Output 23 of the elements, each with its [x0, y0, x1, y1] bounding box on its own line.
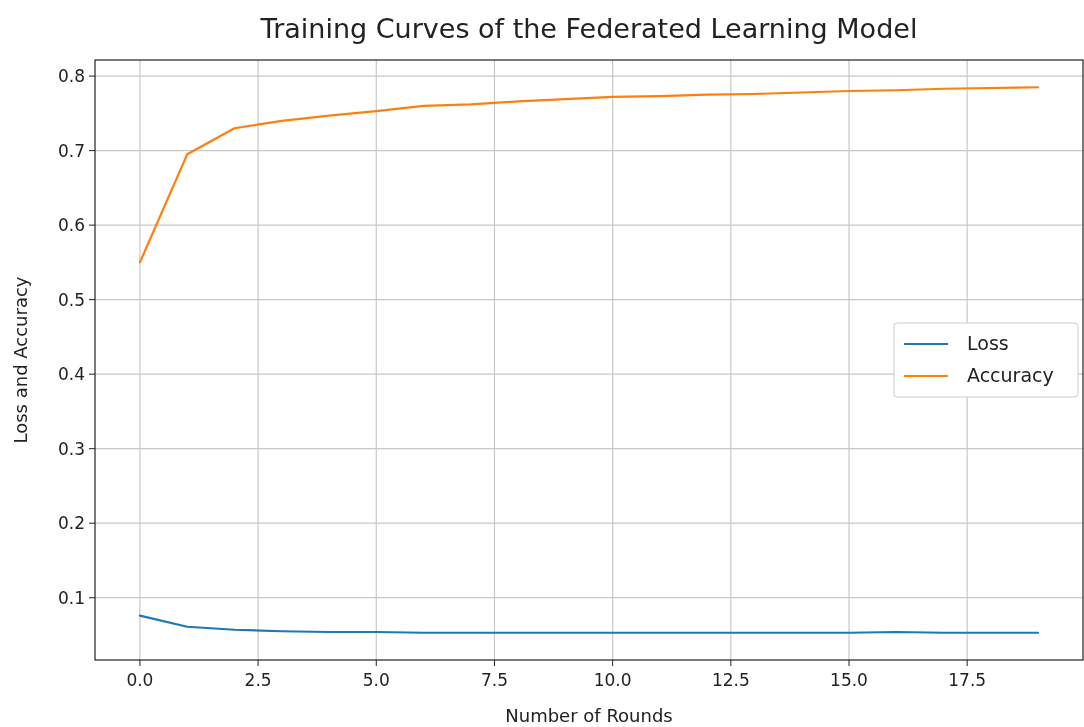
- y-tick-label: 0.8: [57, 66, 85, 87]
- legend-label: Accuracy: [967, 364, 1054, 386]
- x-tick-label: 10.0: [593, 670, 632, 690]
- y-tick-label: 0.3: [57, 438, 85, 459]
- y-tick-label: 0.4: [57, 364, 85, 385]
- x-tick-label: 5.0: [362, 670, 390, 690]
- x-tick-label: 2.5: [244, 670, 272, 690]
- x-tick-label: 0.0: [126, 670, 154, 690]
- line-series: [138, 86, 1040, 264]
- legend-label: Loss: [967, 332, 1009, 354]
- y-tick-label: 0.5: [57, 289, 85, 310]
- x-tick-label: 7.5: [480, 670, 508, 690]
- y-tick-label: 0.2: [57, 513, 85, 534]
- y-tick-label: 0.7: [57, 140, 85, 161]
- x-tick-label: 17.5: [948, 670, 987, 690]
- y-tick-label: 0.1: [57, 587, 85, 608]
- x-tick-label: 15.0: [830, 670, 868, 690]
- y-axis-title: Loss and Accuracy: [10, 276, 31, 444]
- line-series: [138, 614, 1040, 634]
- x-axis-title: Number of Rounds: [505, 705, 673, 726]
- y-tick-label: 0.6: [57, 215, 85, 236]
- x-tick-label: 12.5: [711, 670, 750, 690]
- chart-title: Training Curves of the Federated Learning Model: [259, 13, 918, 44]
